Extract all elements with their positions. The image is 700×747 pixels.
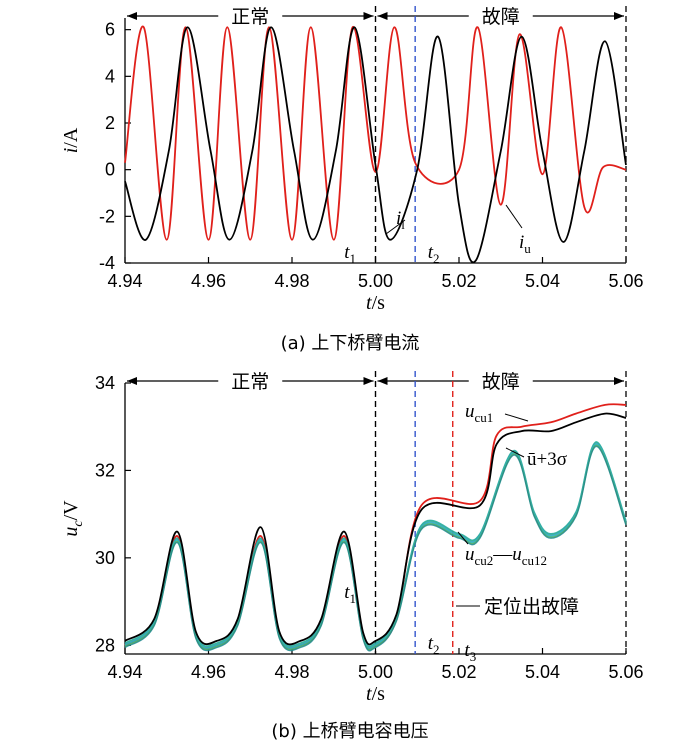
p0-il-label: il [396,208,405,232]
p0-t2-label: t2 [428,242,440,266]
p0-arrow-head [377,12,388,20]
p1-ubar-label: ū+3σ [527,449,567,470]
p0-arrow-head [363,12,374,20]
p0-arrow-head [127,12,137,20]
p0-x-tick-label: 4.96 [191,271,226,291]
p0-y-tick-label: -2 [99,206,115,226]
p1-y-tick-label: 34 [95,373,115,393]
p0-iu-label: iu [519,232,531,256]
p0-x-tick-label: 5.04 [525,271,560,291]
p1-t1-label: t1 [344,582,356,606]
p1-x-tick-label: 5.00 [358,662,393,682]
p1-x-tick-label: 5.02 [441,662,476,682]
p1-ucu2-leader [457,531,469,545]
p1-region-label: 正常 [231,371,269,393]
p0-y-tick-label: 6 [105,20,115,40]
p1-caption: (b) 上桥臂电容电压 [271,721,428,742]
p0-y-tick-label: 2 [105,113,115,133]
p0-y-tick-label: 0 [105,160,115,180]
p1-locate-label: 定位出故障 [484,596,579,618]
p0-x-tick-label: 5.00 [358,271,393,291]
p1-ucu1-leader [504,413,529,422]
p1-ucu2-label: ucu2—ucu12 [465,544,547,568]
p1-region-label: 故障 [482,371,520,393]
p1-t3-label: t3 [464,640,476,664]
p1-arrow-head [127,377,137,385]
p0-x-tick-label: 4.98 [274,271,309,291]
p0-x-tick-label: 4.94 [107,271,142,291]
p1-arrow-head [363,377,374,385]
p0-caption: (a) 上下桥臂电流 [281,333,420,354]
p1-x-tick-label: 5.06 [608,662,643,682]
p0-iu-leader [505,204,523,229]
p0-t1-label: t1 [344,242,356,266]
p0-x-tick-label: 5.02 [441,271,476,291]
p0-y-tick-label: 4 [105,66,115,86]
p1-ubar-leader [505,447,525,458]
p0-region-label: 故障 [482,6,520,28]
p1-ucu1-label: ucu1 [465,401,493,425]
p0-y-axis-label: i/A [60,127,82,153]
p1-arrow-head [614,377,624,385]
p0-series-line [124,25,627,241]
p1-y-axis-label: uc/V [60,500,86,537]
p1-y-tick-label: 32 [95,460,115,480]
p0-arrow-head [614,12,624,20]
p0-region-label: 正常 [231,6,269,28]
p0-y-tick-label: -4 [99,253,115,273]
p1-x-tick-label: 4.96 [191,662,226,682]
p0-x-tick-label: 5.06 [608,271,643,291]
p1-x-tick-label: 4.98 [274,662,309,682]
p1-x-axis-label: t/s [366,683,385,705]
p1-y-tick-label: 30 [95,548,115,568]
p1-t2-label: t2 [428,633,440,657]
p0-series-line [124,26,627,264]
p1-y-tick-label: 28 [95,635,115,655]
p1-series-line [124,445,627,652]
p1-arrow-head [377,377,388,385]
p0-x-axis-label: t/s [366,292,385,314]
p1-x-tick-label: 4.94 [107,662,142,682]
p1-series-line [124,412,627,646]
p0-il-leader [385,219,406,235]
p1-x-tick-label: 5.04 [525,662,560,682]
